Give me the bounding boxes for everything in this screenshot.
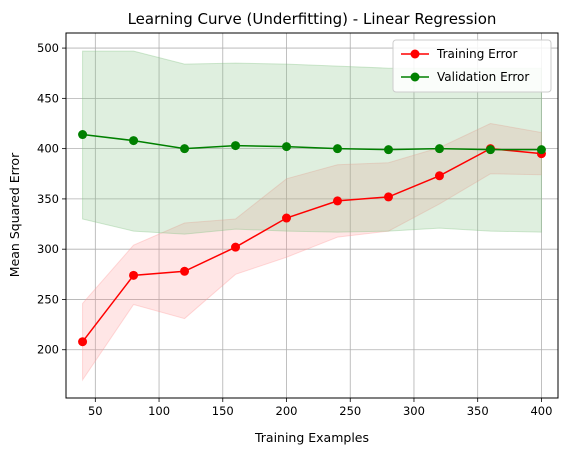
error-band-series-1 — [82, 50, 542, 235]
x-tick-label: 200 — [276, 404, 298, 418]
data-point — [434, 144, 444, 154]
data-point — [282, 213, 292, 223]
plot-frame — [65, 32, 559, 399]
data-point — [78, 337, 88, 347]
chart-title: Learning Curve (Underfitting) - Linear R… — [128, 10, 497, 28]
data-point — [129, 270, 139, 280]
data-point — [383, 192, 393, 202]
error-bands — [82, 50, 542, 382]
series-line-0 — [81, 147, 542, 343]
x-tick-label: 250 — [339, 404, 361, 418]
error-band-series-0 — [82, 122, 542, 382]
data-point — [332, 196, 342, 206]
data-point — [231, 242, 241, 252]
y-tick-label: 250 — [37, 292, 59, 306]
x-tick-label: 50 — [88, 404, 103, 418]
x-tick-label: 300 — [403, 404, 425, 418]
data-point — [282, 142, 292, 152]
data-point — [383, 145, 393, 155]
x-axis-label: Training Examples — [254, 430, 369, 445]
legend-label: Training Error — [436, 47, 517, 61]
x-tick-label: 350 — [467, 404, 489, 418]
x-tick-label: 400 — [530, 404, 552, 418]
data-point — [332, 144, 342, 154]
data-point — [434, 171, 444, 181]
data-point — [231, 141, 241, 151]
legend-label: Validation Error — [437, 70, 529, 84]
data-point — [78, 130, 88, 140]
y-tick-label: 200 — [37, 343, 59, 357]
legend-swatch-marker — [410, 72, 420, 82]
series-line-1 — [82, 133, 542, 151]
grid-lines — [66, 33, 558, 398]
y-tick-label: 450 — [37, 91, 59, 105]
legend-swatch-marker — [410, 49, 420, 59]
y-tick-label: 350 — [37, 192, 59, 206]
y-axis-label: Mean Squared Error — [7, 152, 22, 277]
x-tick-label: 150 — [212, 404, 234, 418]
axis-ticks: 50 100 150 200 250 300 350 400 200 250 300 350 400 45… — [37, 41, 552, 418]
data-point — [180, 144, 190, 154]
data-point — [485, 145, 495, 155]
y-tick-label: 300 — [37, 242, 59, 256]
legend-box — [392, 39, 552, 93]
data-point — [129, 136, 139, 146]
series-lines — [78, 130, 546, 347]
data-point — [536, 145, 546, 155]
data-point — [180, 266, 190, 276]
legend: Training Error Validation Error — [392, 39, 552, 93]
x-tick-label: 100 — [148, 404, 170, 418]
y-tick-label: 500 — [37, 41, 59, 55]
y-tick-label: 400 — [37, 142, 59, 156]
